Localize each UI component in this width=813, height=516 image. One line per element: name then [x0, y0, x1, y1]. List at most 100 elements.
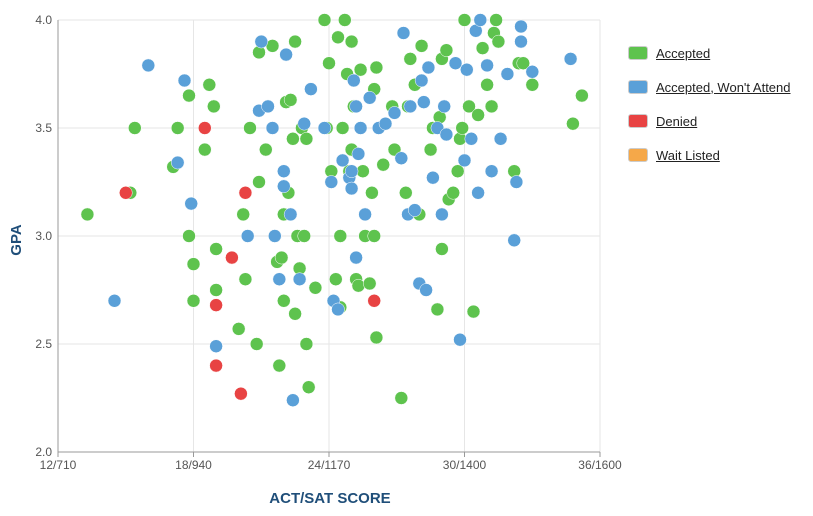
data-point [329, 272, 343, 286]
data-point [566, 116, 580, 131]
data-point [272, 358, 287, 373]
data-point [365, 186, 379, 200]
x-tick-label: 30/1400 [443, 458, 487, 472]
data-point [399, 186, 413, 200]
data-point [378, 116, 393, 131]
data-point [277, 294, 291, 308]
data-point [464, 132, 479, 146]
legend-swatch [628, 46, 648, 60]
legend-item[interactable]: Wait Listed [628, 138, 791, 172]
data-point [439, 127, 454, 142]
legend-label: Accepted, Won't Attend [656, 79, 791, 95]
legend-swatch [628, 80, 648, 94]
data-point [403, 52, 418, 66]
data-point [514, 34, 528, 49]
legend: Accepted Accepted, Won't Attend Denied Wait… [628, 36, 791, 172]
data-point [457, 153, 472, 168]
data-point [358, 207, 372, 222]
data-point [362, 276, 377, 291]
data-point [437, 99, 451, 114]
data-point [279, 47, 293, 62]
data-point [238, 272, 253, 286]
data-point [419, 283, 433, 297]
data-point [396, 26, 411, 40]
data-point [349, 250, 363, 265]
x-axis-title: ACT/SAT SCORE [269, 490, 390, 507]
data-point [394, 151, 409, 165]
data-point [299, 132, 314, 146]
data-point [439, 43, 454, 57]
data-point [500, 67, 515, 81]
data-point [198, 142, 212, 157]
legend-swatch [628, 114, 648, 128]
legend-item[interactable]: Accepted [628, 36, 791, 70]
y-tick-label: 3.5 [35, 121, 52, 135]
data-point [338, 13, 352, 27]
y-tick-label: 2.5 [35, 337, 52, 351]
data-point [308, 281, 323, 295]
data-point [243, 121, 257, 135]
data-point [435, 242, 449, 256]
legend-item[interactable]: Denied [628, 104, 791, 138]
data-point [317, 13, 332, 27]
data-point [182, 88, 196, 103]
x-tick-label: 18/940 [175, 458, 212, 472]
legend-label: Denied [656, 113, 698, 129]
y-tick-label: 4.0 [35, 13, 52, 27]
y-tick-label: 2.0 [35, 445, 52, 459]
data-point [317, 121, 332, 135]
data-point [249, 337, 264, 351]
legend-label: Accepted [656, 45, 711, 61]
data-point [186, 257, 201, 271]
data-point [514, 19, 528, 34]
data-point [297, 229, 311, 243]
data-point [277, 179, 291, 194]
data-point [473, 13, 488, 27]
data-point [254, 34, 269, 49]
data-point [507, 233, 521, 248]
data-point [516, 56, 530, 70]
data-point [301, 380, 316, 394]
data-point [525, 65, 540, 79]
data-point [209, 358, 223, 373]
data-point [119, 186, 133, 200]
data-point [455, 121, 469, 135]
data-point [423, 142, 438, 157]
data-point [80, 207, 95, 222]
data-point [376, 157, 390, 172]
data-point [177, 73, 192, 88]
data-point [335, 153, 350, 168]
data-point [292, 272, 307, 286]
data-point [509, 175, 524, 189]
series-2 [119, 121, 381, 401]
data-point [333, 229, 348, 243]
data-point [236, 207, 250, 222]
data-point [274, 250, 289, 265]
data-point [344, 164, 359, 178]
data-point [408, 203, 422, 217]
data-point [297, 116, 311, 131]
data-point [331, 302, 345, 317]
data-point [367, 294, 381, 308]
legend-item[interactable]: Accepted, Won't Attend [628, 70, 791, 104]
data-point [141, 58, 156, 73]
data-point [471, 108, 485, 122]
x-tick-label: 36/1600 [578, 458, 622, 472]
data-point [491, 34, 506, 49]
series-1 [107, 13, 578, 407]
data-point [471, 186, 485, 200]
data-point [261, 99, 275, 114]
data-point [369, 60, 384, 75]
data-point [170, 155, 185, 170]
data-point [466, 304, 481, 319]
data-point [324, 175, 339, 189]
data-point [184, 196, 198, 211]
data-point [353, 62, 368, 77]
data-point [480, 78, 494, 92]
data-point [430, 302, 445, 317]
data-point [209, 283, 223, 297]
data-point [362, 91, 377, 105]
data-point [231, 322, 246, 336]
data-point [575, 88, 589, 103]
